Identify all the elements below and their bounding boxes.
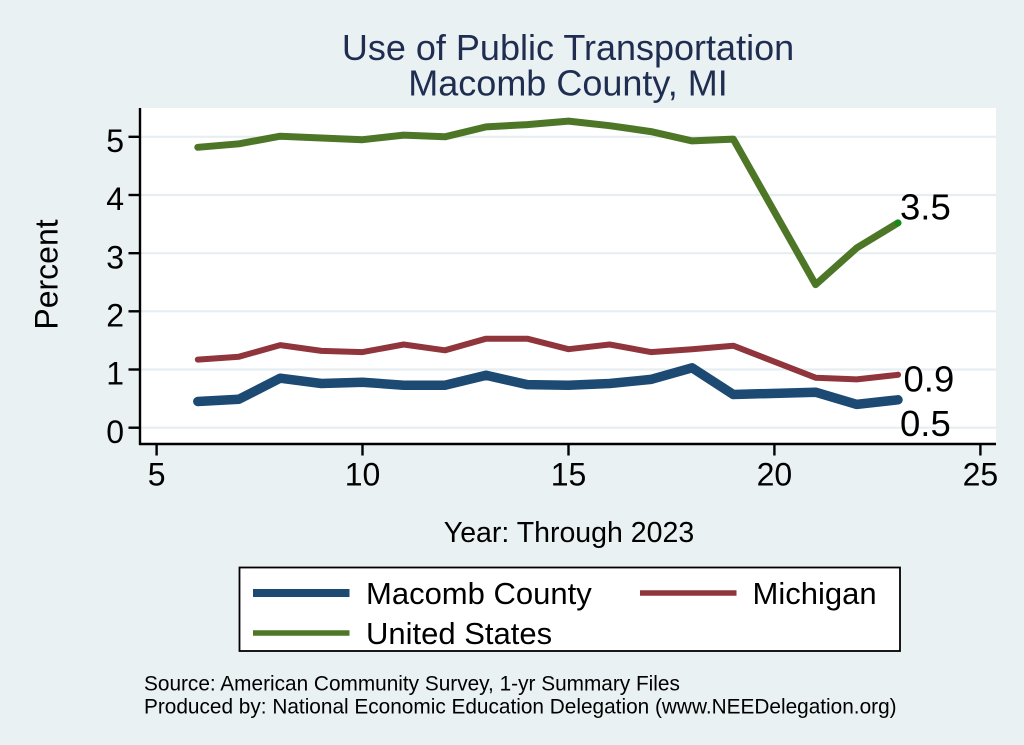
svg-text:10: 10	[345, 457, 381, 493]
svg-text:0.9: 0.9	[904, 359, 955, 400]
svg-text:4: 4	[106, 181, 124, 217]
svg-text:Produced by: National Economic: Produced by: National Economic Education…	[144, 696, 897, 719]
svg-text:Macomb County: Macomb County	[366, 576, 592, 611]
svg-text:Percent: Percent	[28, 219, 64, 329]
svg-text:15: 15	[551, 457, 587, 493]
svg-text:0: 0	[106, 414, 124, 450]
svg-text:5: 5	[106, 123, 124, 159]
svg-text:5: 5	[148, 457, 166, 493]
svg-text:Michigan: Michigan	[753, 576, 877, 611]
svg-text:Macomb County, MI: Macomb County, MI	[408, 63, 727, 104]
svg-text:Use of Public Transportation: Use of Public Transportation	[342, 27, 794, 68]
svg-text:0.5: 0.5	[900, 403, 951, 444]
svg-text:Source: American Community Sur: Source: American Community Survey, 1-yr …	[144, 673, 680, 696]
svg-text:3.5: 3.5	[900, 187, 951, 228]
svg-text:20: 20	[757, 457, 793, 493]
svg-text:2: 2	[106, 298, 124, 334]
svg-text:3: 3	[106, 239, 124, 275]
svg-text:United States: United States	[366, 616, 552, 651]
svg-text:Year: Through 2023: Year: Through 2023	[444, 517, 694, 549]
svg-text:25: 25	[963, 457, 999, 493]
svg-text:1: 1	[106, 356, 124, 392]
